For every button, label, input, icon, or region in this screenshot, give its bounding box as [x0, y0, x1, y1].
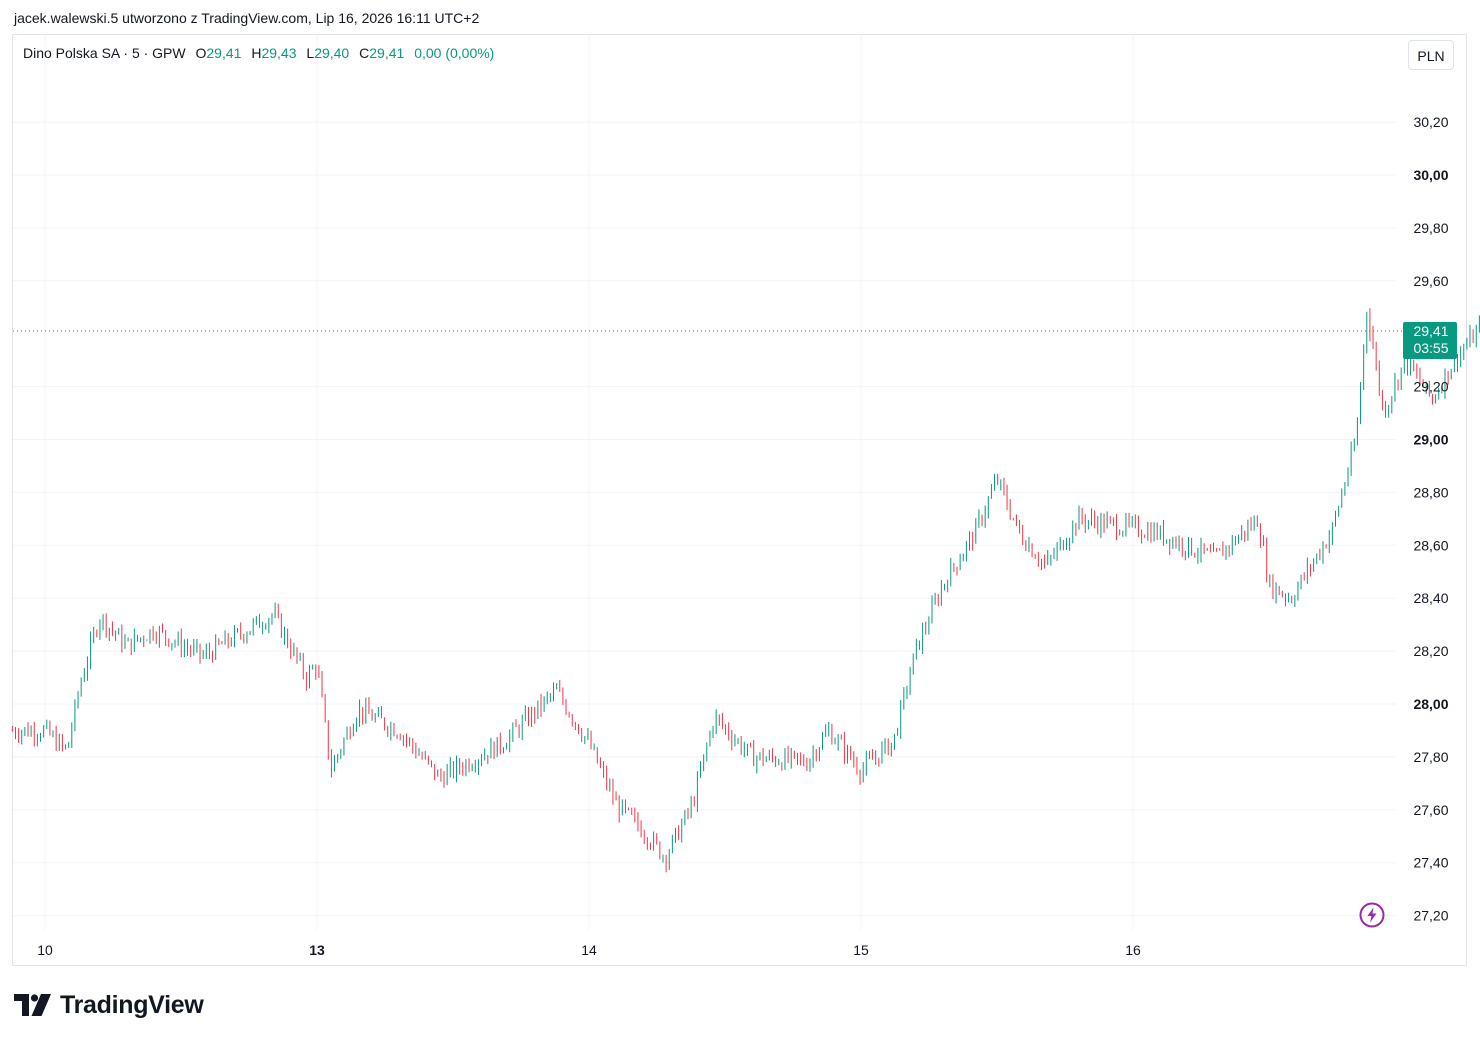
change-value: 0,00 (0,00%)	[414, 45, 495, 61]
last-price-value: 29,41	[1413, 323, 1448, 339]
time-tick-label: 14	[581, 942, 597, 958]
price-tick-label: 29,20	[1413, 379, 1448, 395]
chart-frame[interactable]	[12, 34, 1467, 966]
low-label: L	[306, 45, 315, 61]
price-tick-label: 29,80	[1413, 220, 1448, 236]
time-axis: 10 13 14 15 16	[37, 942, 1141, 958]
time-tick-label: 16	[1125, 942, 1141, 958]
time-tick-label: 13	[309, 942, 325, 958]
price-tick-label: 27,20	[1413, 908, 1448, 924]
price-axis: 30,20 30,00 29,80 29,60 29,20 29,00 28,80 28,60…	[1413, 114, 1448, 924]
brand-logo[interactable]: TradingView	[14, 988, 204, 1022]
price-tick-label: 27,80	[1413, 749, 1448, 765]
open-label: O	[195, 45, 207, 61]
price-tick-label: 28,20	[1413, 643, 1448, 659]
price-tick-label: 29,60	[1413, 273, 1448, 289]
price-tick-label: 29,00	[1413, 432, 1448, 448]
price-tick-label: 27,40	[1413, 855, 1448, 871]
grid-lines	[13, 36, 1396, 930]
last-price-badge-bg	[1403, 322, 1457, 360]
chart-caption: jacek.walewski.5 utworzono z TradingView…	[14, 10, 480, 26]
bar-countdown: 03:55	[1413, 340, 1448, 356]
price-tick-label: 28,60	[1413, 537, 1448, 553]
price-tick-label: 28,00	[1413, 696, 1448, 712]
price-tick-label: 30,00	[1413, 167, 1448, 183]
tradingview-logo-icon	[14, 994, 51, 1016]
currency-button[interactable]: PLN	[1408, 40, 1454, 70]
low-value: 29,40	[314, 45, 350, 61]
last-price-badge: 29,41 03:55	[1403, 322, 1457, 360]
high-label: H	[251, 45, 262, 61]
close-label: C	[359, 45, 370, 61]
candles	[11, 308, 1480, 873]
open-value: 29,41	[206, 45, 242, 61]
symbol-label[interactable]: Dino Polska SA · 5 · GPW	[23, 45, 186, 61]
lightning-icon[interactable]	[1359, 902, 1385, 928]
price-tick-label: 30,20	[1413, 114, 1448, 130]
time-tick-label: 15	[853, 942, 869, 958]
price-tick-label: 28,40	[1413, 590, 1448, 606]
price-tick-label: 27,60	[1413, 802, 1448, 818]
high-value: 29,43	[261, 45, 297, 61]
brand-name: TradingView	[60, 990, 204, 1019]
close-value: 29,41	[369, 45, 405, 61]
time-tick-label: 10	[37, 942, 53, 958]
price-tick-label: 28,80	[1413, 484, 1448, 500]
chart-legend: Dino Polska SA · 5 · GPW O29,41 H29,43 L…	[23, 45, 494, 61]
